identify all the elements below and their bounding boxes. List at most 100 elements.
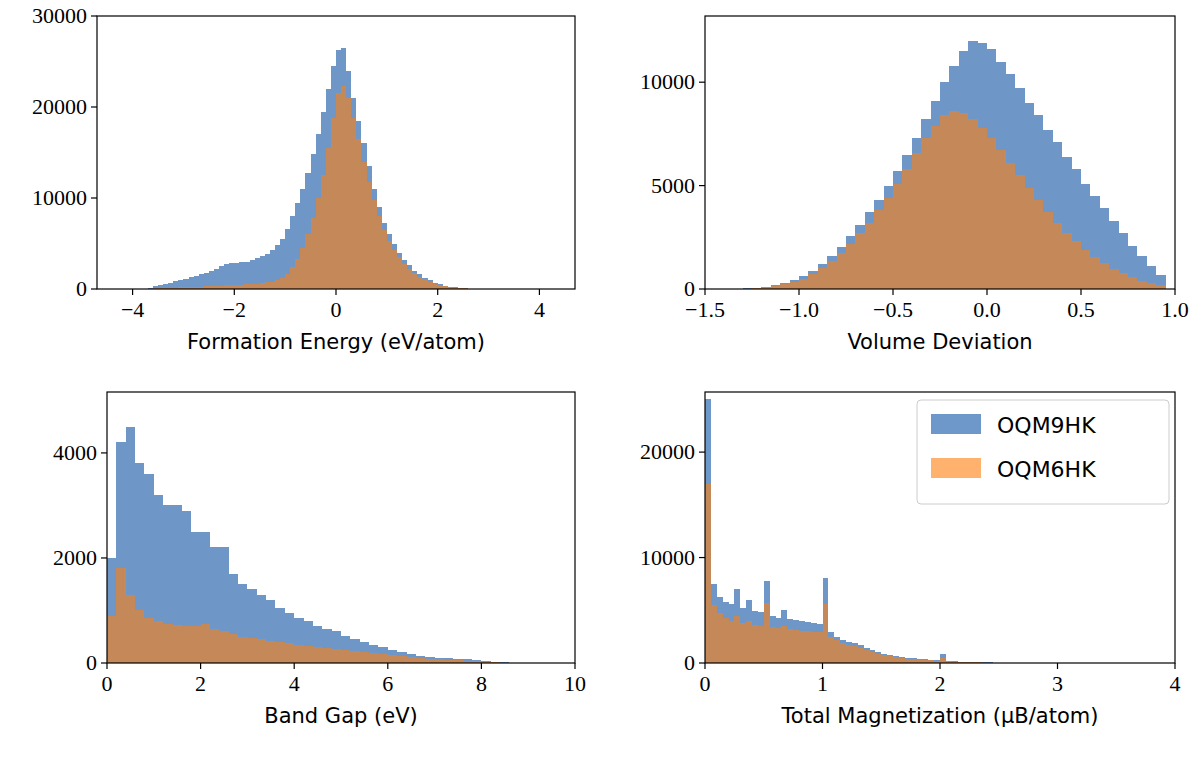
histogram-bar: [229, 634, 238, 663]
histogram-bar: [316, 198, 321, 289]
histogram-bar: [444, 658, 453, 663]
histogram-bar: [717, 597, 723, 663]
histogram-bar: [746, 621, 752, 663]
chart-figure: −4−20240100002000030000Formation Energy …: [0, 0, 1200, 767]
histogram-bar: [433, 283, 438, 289]
histogram-bar: [311, 218, 316, 289]
histogram-bar: [294, 618, 303, 663]
histogram-bar: [163, 624, 172, 663]
histogram-bar: [295, 203, 300, 289]
x-tick: [234, 289, 235, 295]
histogram-bar: [1025, 188, 1034, 289]
histogram-bar: [341, 86, 346, 289]
histogram-bar: [811, 623, 817, 663]
x-tick: [704, 289, 705, 295]
y-tick: [101, 662, 107, 663]
plot-frame: [97, 16, 575, 289]
panel: 0123401000020000Total Magnetization (μB/…: [640, 392, 1181, 728]
histogram-bar: [428, 282, 433, 289]
y-tick-label: 4000: [53, 440, 97, 465]
histogram-bar: [326, 148, 331, 289]
y-tick: [101, 557, 107, 558]
histogram-bar: [332, 631, 341, 663]
histogram-bar: [793, 620, 799, 663]
histogram-bar: [367, 182, 372, 289]
x-axis-label: Band Gap (eV): [264, 704, 417, 728]
histogram-bar: [250, 260, 255, 289]
histogram-bar: [752, 611, 758, 663]
histogram-bar: [823, 604, 829, 663]
histogram-bar: [257, 595, 266, 663]
histogram-bar: [116, 442, 125, 663]
x-tick: [200, 663, 201, 669]
histogram-bar: [978, 43, 987, 289]
histogram-bar: [729, 604, 735, 663]
histogram-bar: [711, 605, 717, 663]
histogram-bar: [229, 263, 234, 289]
histogram-bar: [285, 274, 290, 289]
histogram-bar: [173, 505, 182, 663]
histogram-bar: [126, 595, 135, 663]
histogram-bar: [799, 631, 805, 663]
histogram-bar: [435, 658, 444, 663]
x-tick-label: −2: [223, 297, 246, 322]
histogram-bar: [163, 284, 168, 289]
histogram-bar: [827, 261, 836, 289]
histogram-bar: [893, 656, 899, 663]
histogram-bar: [194, 276, 199, 289]
histogram-bar: [260, 256, 265, 289]
x-tick: [1057, 663, 1058, 669]
histogram-bar: [422, 279, 427, 289]
x-tick: [106, 663, 107, 669]
histogram-bar: [407, 269, 412, 289]
histogram-bar: [865, 212, 874, 289]
histogram-bar: [899, 658, 905, 663]
histogram-bar: [412, 273, 417, 289]
histogram-bar: [729, 621, 735, 663]
histogram-bar: [893, 184, 902, 289]
series: [107, 568, 509, 663]
histogram-bar: [870, 652, 876, 663]
histogram-bar: [285, 643, 294, 663]
x-tick: [481, 663, 482, 669]
histogram-bar: [247, 589, 256, 663]
y-tick: [699, 452, 705, 453]
histogram-bar: [846, 645, 852, 663]
y-tick: [699, 82, 705, 83]
histogram-bar: [881, 655, 887, 663]
histogram-bar: [204, 273, 209, 289]
histogram-bar: [1081, 250, 1090, 289]
histogram-bar: [864, 650, 870, 663]
x-tick-label: 2: [195, 671, 206, 696]
histogram-bar: [959, 113, 968, 289]
histogram-bar: [764, 603, 770, 663]
x-tick: [335, 289, 336, 295]
histogram-bar: [1053, 142, 1062, 289]
histogram-bar: [341, 636, 350, 663]
y-tick-label: 10000: [640, 69, 695, 94]
histogram-bar: [416, 656, 425, 663]
bars: [143, 48, 489, 289]
histogram-bar: [808, 274, 817, 289]
histogram-bar: [201, 532, 210, 663]
histogram-bar: [321, 112, 326, 289]
histogram-bar: [996, 150, 1005, 289]
histogram-bar: [387, 234, 392, 289]
histogram-bar: [377, 216, 382, 289]
histogram-bar: [1109, 269, 1118, 289]
histogram-bar: [776, 628, 782, 663]
histogram-bar: [884, 198, 893, 289]
histogram-bar: [163, 505, 172, 663]
histogram-bar: [949, 66, 958, 289]
histogram-bar: [392, 244, 397, 289]
x-tick-label: 0.0: [973, 297, 1001, 322]
bars: [107, 427, 509, 663]
x-tick-label: 2: [432, 297, 443, 322]
histogram-bar: [1081, 184, 1090, 289]
histogram-bar: [280, 239, 285, 289]
series: [143, 48, 489, 289]
y-tick: [91, 197, 97, 198]
histogram-bar: [407, 265, 412, 289]
histogram-bar: [422, 278, 427, 289]
histogram-bar: [382, 223, 387, 289]
